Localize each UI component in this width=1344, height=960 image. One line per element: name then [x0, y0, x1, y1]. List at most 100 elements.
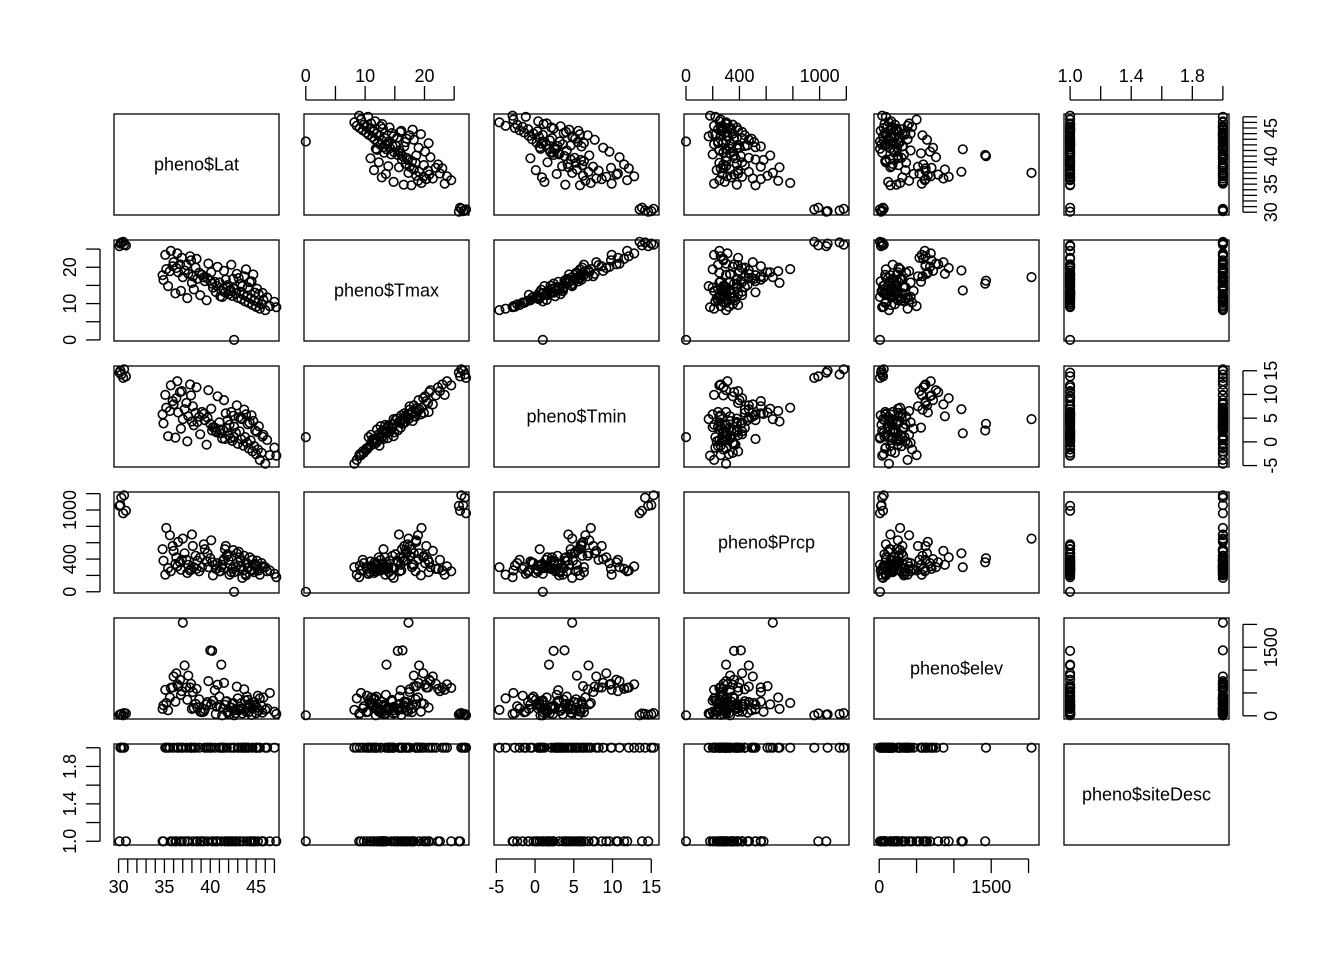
- panel-frame: [303, 491, 470, 594]
- point-r6-c3-85: [622, 836, 633, 847]
- point-r3-c1-90: [206, 403, 217, 414]
- point-r1-c5-80: [930, 152, 942, 163]
- point-r3-c5-57: [880, 442, 892, 453]
- point-r1-c4-90: [765, 150, 776, 161]
- point-r4-c3-80: [614, 562, 625, 573]
- point-r5-c2-4: [453, 709, 465, 720]
- point-r6-c1-56: [264, 836, 275, 847]
- point-r6-c3-77: [589, 836, 600, 847]
- point-r1-c6-61: [1064, 172, 1076, 183]
- point-r6-c2-54: [358, 836, 370, 847]
- point-r6-c3-96: [546, 742, 557, 753]
- point-r1-c4-86: [708, 178, 720, 189]
- point-r1-c3-52: [517, 121, 528, 132]
- point-r1-c5-16: [956, 166, 967, 177]
- point-r4-c1-63: [182, 567, 193, 579]
- point-r5-c3-93: [576, 696, 587, 707]
- tick-label: 45: [1261, 118, 1281, 138]
- panel-r4-c6: [1063, 490, 1230, 597]
- point-r6-c2-93: [399, 836, 410, 847]
- point-r4-c1-86: [160, 569, 171, 580]
- point-r5-c6-28: [1064, 645, 1076, 657]
- point-r6-c2-66: [365, 742, 376, 753]
- point-r3-c4-101: [715, 410, 726, 421]
- point-r5-c6-98: [1217, 703, 1228, 714]
- point-r6-c1-4: [114, 836, 125, 847]
- point-r5-c4-77: [743, 681, 754, 692]
- point-r4-c2-100: [388, 572, 399, 584]
- point-r2-c1-64: [188, 284, 199, 295]
- point-r5-c1-92: [186, 703, 197, 715]
- point-r4-c3-50: [522, 566, 534, 578]
- point-r1-c3-93: [576, 141, 587, 152]
- point-r1-c3-103: [547, 147, 559, 158]
- point-r1-c3-85: [622, 175, 633, 186]
- point-r2-c4-86: [708, 249, 720, 260]
- point-r2-c1-15: [177, 272, 188, 283]
- point-r5-c3-80: [614, 675, 625, 687]
- point-r5-c1-32: [216, 659, 227, 670]
- point-r3-c1-82: [185, 379, 196, 390]
- point-r4-c1-66: [201, 556, 212, 567]
- point-r3-c4-89: [724, 415, 736, 427]
- point-r5-c1-63: [182, 694, 193, 705]
- panel-r4-c3: [493, 490, 660, 597]
- point-r6-c2-83: [434, 836, 446, 847]
- panel-r5-c4: [680, 617, 850, 721]
- point-r4-c5-32: [957, 562, 968, 573]
- point-r1-c2-89: [407, 124, 418, 135]
- point-r2-c1-66: [201, 295, 212, 306]
- point-r3-c1-57: [269, 442, 280, 453]
- point-r2-c1-79: [212, 261, 223, 273]
- point-r4-c3-95: [560, 552, 572, 563]
- point-r2-c1-6: [229, 334, 240, 346]
- point-r4-c1-77: [231, 548, 242, 559]
- point-r5-c3-11: [591, 671, 602, 682]
- point-r4-c2-67: [386, 570, 397, 581]
- point-r3-c6-102: [1217, 433, 1228, 444]
- point-r2-c3-82: [623, 251, 634, 262]
- point-r4-c1-103: [210, 563, 221, 575]
- point-r3-c1-65: [195, 429, 206, 440]
- point-r2-c5-15: [1026, 272, 1037, 283]
- point-r6-c3-86: [606, 742, 617, 753]
- point-r5-c3-53: [500, 693, 511, 704]
- panel-r2-c2: pheno$Tmax: [303, 239, 470, 342]
- point-r5-c2-5: [455, 708, 466, 719]
- point-r6-c3-67: [553, 836, 565, 847]
- point-r3-c6-101: [1064, 410, 1076, 421]
- point-r1-c6-57: [1217, 111, 1228, 122]
- point-r1-c5-79: [924, 146, 936, 157]
- point-r3-c4-86: [708, 389, 720, 401]
- point-r6-c3-75: [541, 836, 552, 847]
- point-r3-c1-92: [186, 416, 197, 427]
- point-r3-c2-94: [401, 412, 412, 423]
- point-r1-c3-14: [611, 169, 622, 180]
- point-r4-c3-86: [606, 569, 617, 580]
- point-r4-c2-90: [411, 535, 422, 546]
- point-r1-c3-77: [589, 134, 600, 145]
- point-r3-c1-91: [198, 408, 209, 420]
- point-r4-c1-9: [164, 530, 175, 541]
- point-r1-c2-15: [403, 167, 414, 178]
- point-r1-c3-66: [525, 153, 536, 164]
- point-r4-c1-81: [191, 563, 202, 575]
- point-r3-c5-86: [916, 389, 927, 401]
- point-r1-c2-59: [398, 179, 409, 190]
- point-r4-c6-99: [1064, 569, 1076, 580]
- point-r2-c3-77: [589, 268, 600, 279]
- point-r6-c1-96: [251, 742, 263, 753]
- point-r6-c5-90: [892, 742, 904, 753]
- point-r1-c6-4: [1064, 206, 1076, 217]
- point-r1-c6-92: [1217, 162, 1228, 173]
- x-axis-top-pheno-sitedesc: 1.0 1.4 1.8: [1058, 66, 1224, 101]
- point-r3-c4-15: [767, 414, 778, 425]
- point-r5-c2-15: [403, 617, 414, 628]
- point-r4-c6-90: [1217, 535, 1228, 546]
- point-r6-c5-102: [874, 742, 886, 753]
- point-r1-c3-102: [535, 143, 546, 154]
- point-r1-c4-96: [731, 122, 742, 133]
- point-r3-c6-99: [1064, 419, 1076, 430]
- point-r4-c3-55: [494, 562, 505, 573]
- point-r2-c1-91: [198, 272, 209, 283]
